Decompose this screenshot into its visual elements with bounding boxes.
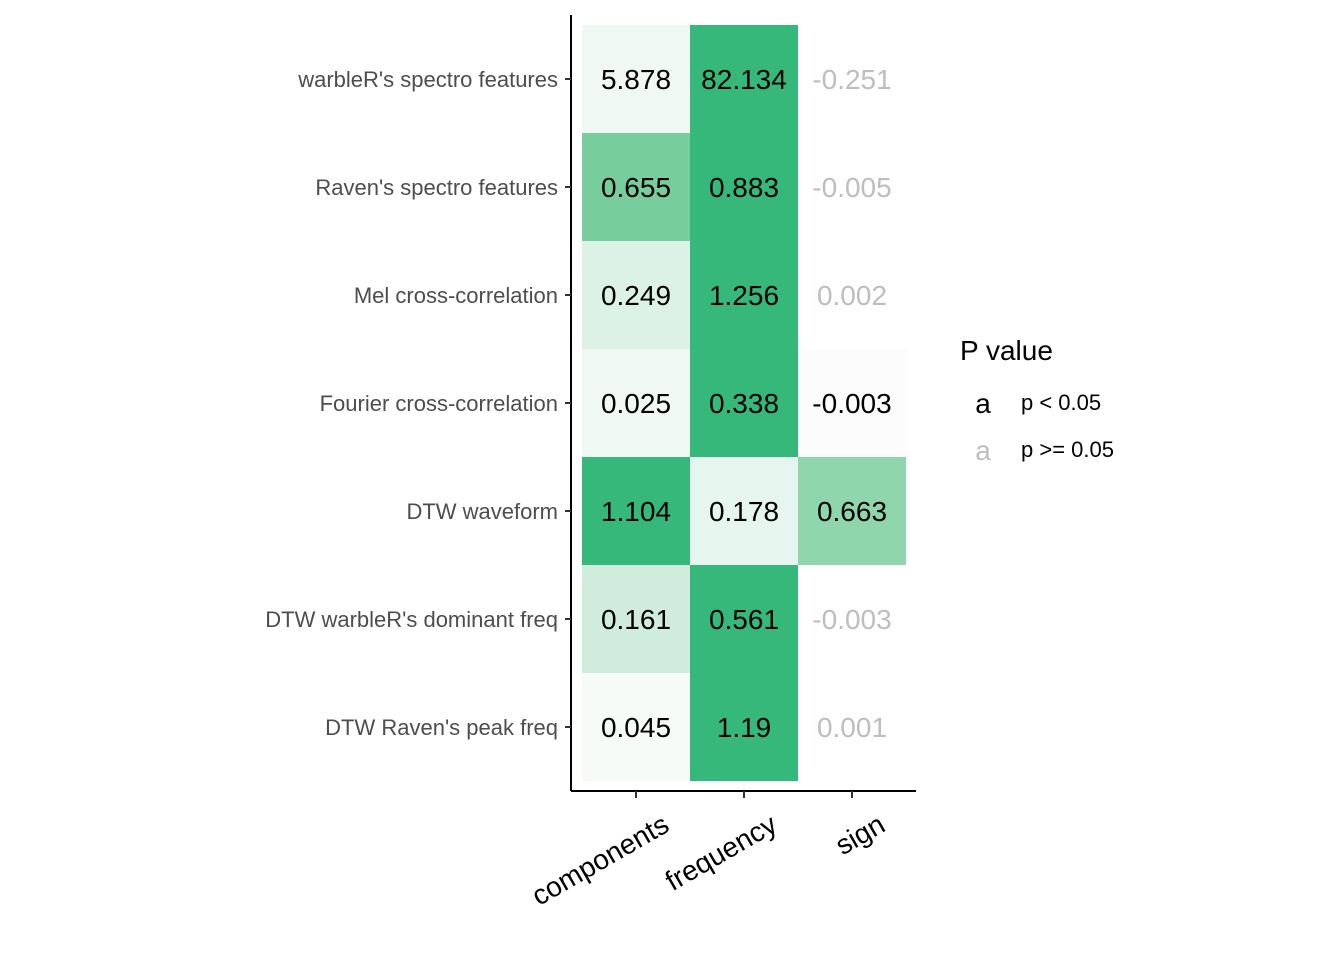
y-tick-label: Mel cross-correlation — [354, 283, 558, 308]
heatmap-cell-frequency-5 — [690, 457, 798, 565]
heatmap-cell-sign-3 — [798, 241, 906, 349]
legend-title: P value — [960, 335, 1053, 366]
legend-key: a — [975, 388, 991, 419]
cell-value-label: 0.001 — [817, 712, 887, 743]
cell-value-label: 0.561 — [709, 604, 779, 635]
heatmap-cell-frequency-7 — [690, 673, 798, 781]
heatmap-cell-components-2 — [582, 133, 690, 241]
cell-value-label: 0.178 — [709, 496, 779, 527]
heatmap-cell-frequency-2 — [690, 133, 798, 241]
heatmap-cell-sign-2 — [798, 133, 906, 241]
cell-value-label: 0.045 — [601, 712, 671, 743]
heatmap-cell-components-7 — [582, 673, 690, 781]
heatmap-cell-frequency-3 — [690, 241, 798, 349]
heatmap-cell-sign-7 — [798, 673, 906, 781]
cell-value-label: 1.19 — [717, 712, 772, 743]
y-tick-label: DTW Raven's peak freq — [325, 715, 558, 740]
heatmap-cell-sign-6 — [798, 565, 906, 673]
cell-value-label: -0.005 — [812, 172, 891, 203]
cell-value-label: 0.338 — [709, 388, 779, 419]
cell-value-label: 5.878 — [601, 64, 671, 95]
cell-value-label: 0.883 — [709, 172, 779, 203]
cell-value-label: -0.003 — [812, 388, 891, 419]
y-tick-label: Fourier cross-correlation — [320, 391, 558, 416]
heatmap-cells — [582, 25, 906, 781]
x-tick-label: frequency — [660, 808, 782, 896]
cell-value-label: 0.161 — [601, 604, 671, 635]
legend: P value a p < 0.05 a p >= 0.05 — [960, 335, 1114, 466]
cell-value-label: 1.104 — [601, 496, 671, 527]
heatmap-cell-components-3 — [582, 241, 690, 349]
heatmap-cell-components-4 — [582, 349, 690, 457]
cell-value-label: 0.655 — [601, 172, 671, 203]
cell-value-label: 82.134 — [701, 64, 787, 95]
x-tick-label: components — [526, 808, 674, 911]
heatmap-cell-sign-5 — [798, 457, 906, 565]
heatmap-cell-frequency-4 — [690, 349, 798, 457]
heatmap-cell-components-1 — [582, 25, 690, 133]
heatmap-cell-frequency-1 — [690, 25, 798, 133]
legend-label: p < 0.05 — [1021, 390, 1101, 415]
heatmap-cell-labels: 5.878 82.134 -0.251 0.655 0.883 -0.005 0.249 1.… — [601, 64, 892, 743]
legend-key: a — [975, 435, 991, 466]
cell-value-label: -0.251 — [812, 64, 891, 95]
y-tick-label: DTW warbleR's dominant freq — [265, 607, 558, 632]
legend-label: p >= 0.05 — [1021, 437, 1114, 462]
heatmap-cell-components-5 — [582, 457, 690, 565]
cell-value-label: -0.003 — [812, 604, 891, 635]
heatmap-cell-sign-4 — [798, 349, 906, 457]
cell-value-label: 0.249 — [601, 280, 671, 311]
heatmap-cell-frequency-6 — [690, 565, 798, 673]
y-tick-label: Raven's spectro features — [315, 175, 558, 200]
y-tick-label: warbleR's spectro features — [297, 67, 558, 92]
heatmap-cell-components-6 — [582, 565, 690, 673]
cell-value-label: 0.025 — [601, 388, 671, 419]
x-tick-label: sign — [830, 808, 890, 861]
cell-value-label: 0.002 — [817, 280, 887, 311]
heatmap-cell-sign-1 — [798, 25, 906, 133]
cell-value-label: 0.663 — [817, 496, 887, 527]
y-tick-label: DTW waveform — [406, 499, 558, 524]
y-axis: warbleR's spectro features Raven's spectr… — [265, 15, 572, 791]
cell-value-label: 1.256 — [709, 280, 779, 311]
